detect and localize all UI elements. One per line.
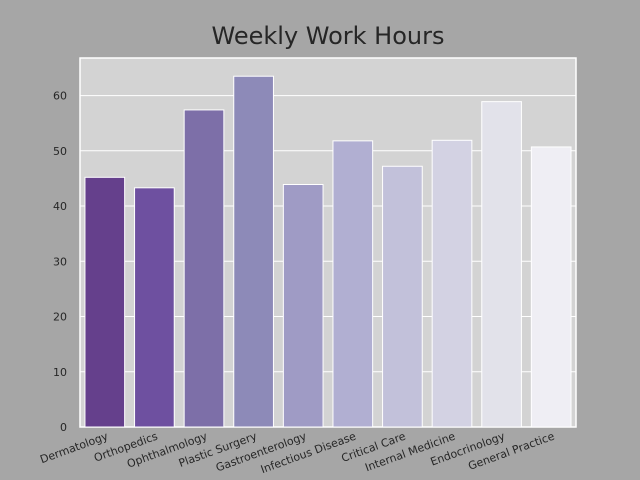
bar xyxy=(135,188,175,427)
y-axis: 0 10 20 30 40 50 60 xyxy=(53,90,67,434)
y-tick-label: 0 xyxy=(60,421,67,434)
bar xyxy=(383,166,423,427)
chart-title: Weekly Work Hours xyxy=(212,22,445,50)
bar xyxy=(85,177,125,427)
x-axis: DermatologyOrthopedicsOphthalmologyPlast… xyxy=(38,429,556,476)
y-tick-label: 30 xyxy=(53,255,67,268)
bar xyxy=(283,184,323,427)
bar xyxy=(531,147,571,427)
bar xyxy=(432,140,472,427)
bar xyxy=(482,102,522,427)
y-tick-label: 40 xyxy=(53,200,67,213)
y-tick-label: 10 xyxy=(53,366,67,379)
y-tick-label: 60 xyxy=(53,90,67,103)
y-tick-label: 50 xyxy=(53,145,67,158)
bar xyxy=(184,110,224,427)
y-tick-label: 20 xyxy=(53,311,67,324)
bar xyxy=(333,141,373,427)
bar xyxy=(234,76,274,427)
